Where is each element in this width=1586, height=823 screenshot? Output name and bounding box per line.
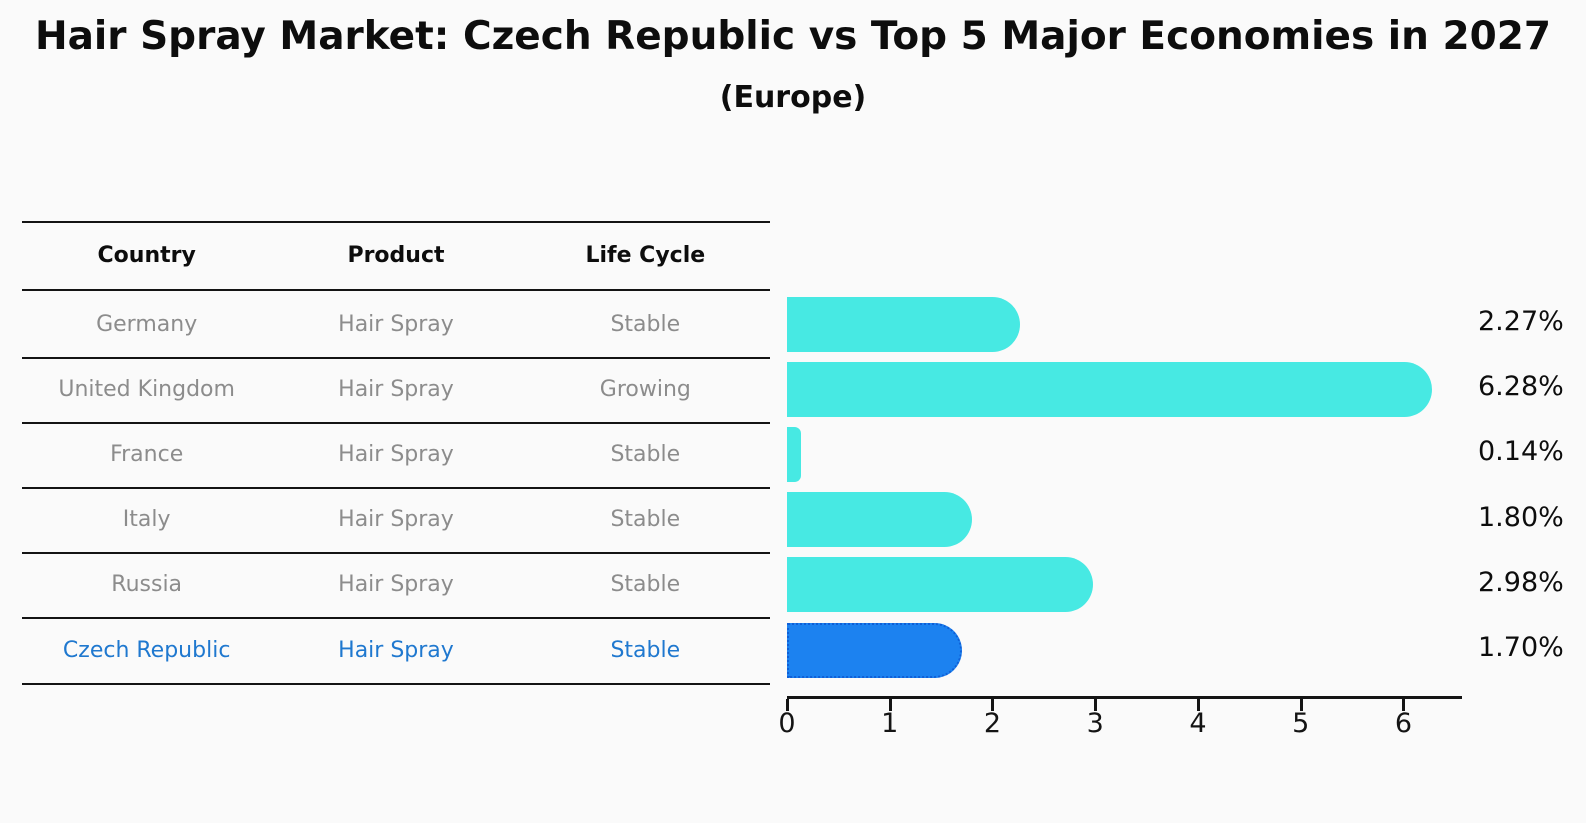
- table-divider: [22, 617, 770, 620]
- table-divider: [22, 552, 770, 555]
- table-cell-life-cycle: Stable: [610, 441, 681, 467]
- table-header-cell: Product: [347, 243, 445, 268]
- bar-value-label: 1.80%: [1478, 501, 1564, 533]
- bar: [787, 296, 1021, 352]
- table-cell-product: Hair Spray: [338, 376, 454, 402]
- table-cell-country: United Kingdom: [58, 376, 235, 402]
- bar-value-label: 2.27%: [1478, 306, 1564, 337]
- bar-value-label: 0.14%: [1478, 436, 1564, 468]
- x-axis-line: [787, 696, 1462, 699]
- table-divider: [22, 221, 770, 223]
- table-cell-country: Russia: [111, 572, 183, 598]
- x-axis-tick: [1094, 699, 1098, 711]
- table-divider: [22, 356, 770, 359]
- table-cell-country: France: [110, 441, 184, 467]
- chart-subtitle: (Europe): [719, 80, 867, 115]
- table-cell-life-cycle: Stable: [610, 572, 681, 598]
- table-header-cell: Life Cycle: [585, 243, 706, 268]
- table-divider: [22, 289, 770, 291]
- x-axis-tick: [1196, 699, 1200, 711]
- bar-value-label: 1.70%: [1478, 632, 1564, 663]
- table-cell-product: Hair Spray: [338, 637, 454, 663]
- table-divider: [22, 487, 770, 489]
- bar: [787, 361, 1433, 417]
- x-axis-tick: [1402, 699, 1406, 711]
- bar-value-label: 6.28%: [1478, 371, 1564, 403]
- table-divider: [22, 682, 770, 685]
- x-axis-tick-label: 6: [1394, 708, 1413, 739]
- x-axis-tick-label: 5: [1292, 708, 1310, 739]
- table-divider: [22, 421, 770, 424]
- table-cell-country: Czech Republic: [62, 637, 231, 663]
- table-header-cell: Country: [97, 243, 196, 268]
- table-cell-product: Hair Spray: [338, 507, 454, 533]
- bar-value-label: 2.98%: [1478, 566, 1564, 598]
- table-row: France Hair Spray Stable: [22, 421, 770, 487]
- table-row: Germany Hair Spray Stable: [22, 291, 770, 357]
- table-cell-life-cycle: Stable: [610, 311, 681, 337]
- x-axis-tick: [991, 699, 995, 711]
- x-axis-tick-label: 3: [1086, 708, 1104, 739]
- chart-title: Hair Spray Market: Czech Republic vs Top…: [34, 14, 1552, 59]
- table-cell-product: Hair Spray: [338, 441, 454, 467]
- bar-highlight: [787, 622, 962, 678]
- x-axis-tick-label: 2: [983, 708, 1002, 739]
- table-row: United Kingdom Hair Spray Growing: [22, 356, 770, 422]
- table-cell-life-cycle: Stable: [610, 507, 681, 533]
- bar: [787, 492, 972, 548]
- table-cell-country: Germany: [96, 311, 198, 337]
- x-axis-tick-label: 4: [1189, 708, 1207, 739]
- table-row: Russia Hair Spray Stable: [22, 552, 770, 618]
- table-cell-product: Hair Spray: [338, 572, 454, 598]
- table-cell-product: Hair Spray: [338, 311, 454, 337]
- table-row: Italy Hair Spray Stable: [22, 487, 770, 553]
- x-axis-tick: [888, 699, 892, 711]
- x-axis-tick-label: 0: [778, 708, 796, 739]
- x-axis-tick-label: 1: [881, 708, 899, 739]
- table-cell-life-cycle: Stable: [610, 637, 681, 663]
- bar: [787, 426, 802, 482]
- x-axis-tick: [786, 699, 789, 711]
- bar-chart: 2.27% 6.28% 0.14% 1.80% 2.98% 1.70% 0 1 2 3 4 5 6: [778, 0, 1564, 823]
- table-cell-life-cycle: Growing: [599, 376, 691, 402]
- table-cell-country: Italy: [122, 507, 171, 533]
- table-row: Czech Republic Hair Spray Stable: [22, 617, 770, 683]
- x-axis-tick: [1299, 699, 1303, 711]
- bar: [787, 557, 1094, 613]
- table-header-row: Country Product Life Cycle: [22, 222, 770, 289]
